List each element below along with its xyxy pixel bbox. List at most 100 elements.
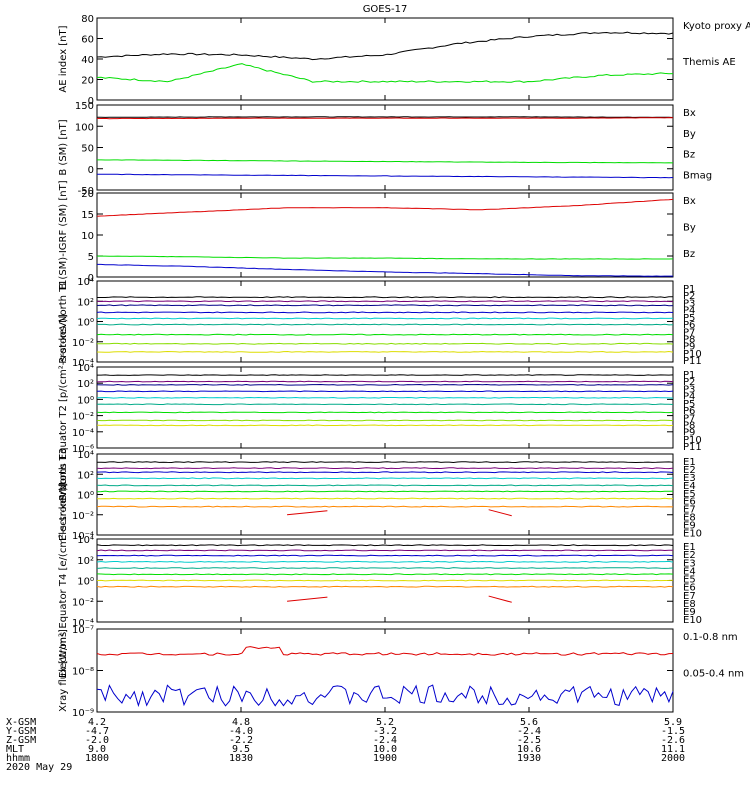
legend-entry: E7 [683,591,696,602]
flux-line [96,467,674,470]
y-tick-label: 10⁴ [77,450,94,461]
legend-entry: 0.05-0.4 nm [683,669,744,680]
y-tick-label: 10⁴ [77,363,94,374]
y-axis-label: AE index [nT] [58,25,69,92]
panel-frame [96,280,674,363]
panel-7: 10⁻⁴ 10⁻² 10⁰ 10² 10⁴ Electrons Equator T4 [e… [58,483,702,678]
panel-frame [96,192,674,278]
legend-entry: E1 [683,542,696,553]
y-tick-label: 20 [81,76,94,87]
orbit-value: 10.0 [373,744,397,755]
y-tick-label: 10⁻² [72,412,94,423]
legend-entry: E6 [683,497,696,508]
y-tick-label: 10⁻⁴ [72,618,94,629]
orbit-value: 9.5 [232,744,250,755]
legend-entry: E10 [683,615,702,626]
chart-title: GOES-17 [363,4,408,15]
series-line [96,117,674,120]
orbit-value: -2.4 [517,726,541,737]
flux-segment [488,595,512,603]
legend-entry: E7 [683,505,696,516]
y-tick-label: 10² [77,556,94,567]
orbit-value: -1.5 [661,726,685,737]
orbit-value: 10.6 [517,744,541,755]
series-line [97,263,673,277]
legend-entry: Bx [683,196,696,207]
flux-line [96,567,674,570]
flux-line [96,544,674,547]
legend-entry: P8 [683,335,695,346]
flux-line [96,403,674,406]
flux-line [96,490,674,493]
series-line [97,159,674,164]
series-line [97,255,674,260]
y-tick-label: 10² [77,297,94,308]
y-tick-label: 10⁻² [72,338,94,349]
legend-entry: P6 [683,406,695,417]
y-tick-label: 100 [75,122,94,133]
flux-line [96,549,674,552]
orbit-value: -4.0 [229,726,253,737]
legend-entry: P9 [683,428,695,439]
flux-line [96,383,674,386]
legend-entry: P4 [683,306,695,317]
flux-line [96,300,674,303]
y-tick-label: 0 [88,273,94,284]
y-tick-label: 20 [81,189,94,200]
y-tick-label: 15 [81,210,94,221]
legend-entry: Bx [683,108,696,119]
y-tick-label: 10² [77,379,94,390]
orbit-value: 9.0 [88,744,106,755]
y-axis-label: Protons North T1 [58,279,69,363]
orbit-row-label: hhmm [6,753,30,764]
legend-entry: Kyoto proxy AE [683,21,750,32]
y-axis-label: B (SM) [nT] [58,119,69,175]
flux-line [96,411,674,414]
legend-entry: E2 [683,550,696,561]
legend-entry: By [683,129,696,140]
y-tick-label: 80 [81,14,94,25]
y-tick-label: 5 [88,252,94,263]
legend-entry: E4 [683,566,696,577]
orbit-value: 1930 [517,753,541,764]
y-tick-label: 10⁰ [77,318,94,329]
legend-entry: E2 [683,465,696,476]
orbit-value: 5.9 [664,717,682,728]
date-label: 2020 May 29 [6,762,72,773]
y-tick-label: 50 [81,144,94,155]
y-tick-label: 10⁰ [77,577,94,588]
legend-entry: E4 [683,481,696,492]
orbit-row-label: Y-GSM [6,726,36,737]
y-tick-label: 0 [88,96,94,107]
flux-line [97,296,673,299]
orbit-value: -3.2 [373,726,397,737]
legend-entry: P2 [683,377,695,388]
series-line [96,198,674,217]
legend-entry: E8 [683,599,696,610]
orbit-value: -2.4 [373,735,397,746]
legend-entry: P2 [683,291,695,302]
flux-line [96,424,674,427]
y-axis-label: Electrons Equator T4 [e/(cm²-s-sr-keV)] [58,483,69,678]
flux-line [96,311,674,314]
legend-entry: E3 [683,558,696,569]
orbit-value: -2.0 [85,735,109,746]
flux-line [97,374,674,376]
flux-segment [287,510,328,516]
panel-frame [96,17,674,101]
legend-entry: 0.1-0.8 nm [683,632,738,643]
legend-entry: E5 [683,489,696,500]
orbit-value: 2000 [661,753,685,764]
legend-entry: P9 [683,342,695,353]
legend-entry: P6 [683,320,695,331]
flux-line [96,585,674,588]
legend-entry: E5 [683,575,696,586]
legend-entry: E10 [683,528,702,539]
legend-entry: E9 [683,521,696,532]
y-tick-label: 10⁻⁷ [72,625,94,636]
y-tick-label: 10⁻² [72,511,94,522]
y-tick-label: -50 [78,186,94,197]
flux-line [96,396,674,399]
